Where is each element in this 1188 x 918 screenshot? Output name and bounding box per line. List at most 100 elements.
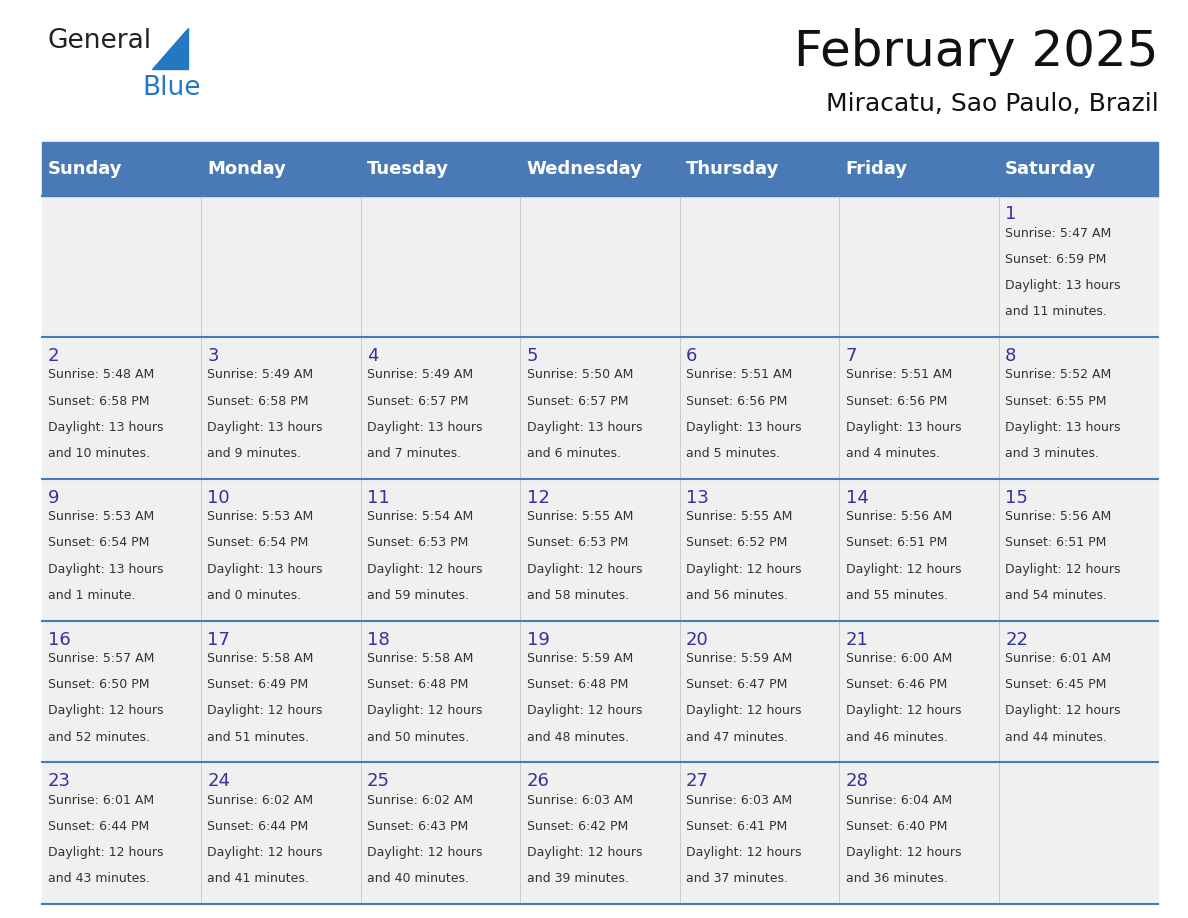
Text: February 2025: February 2025 [794, 28, 1158, 75]
Text: Sunrise: 5:50 AM: Sunrise: 5:50 AM [526, 368, 633, 382]
Text: and 36 minutes.: and 36 minutes. [846, 872, 948, 885]
Text: Sunrise: 5:57 AM: Sunrise: 5:57 AM [48, 652, 154, 665]
Text: Sunset: 6:59 PM: Sunset: 6:59 PM [1005, 253, 1106, 266]
Bar [42, 763, 1158, 904]
Text: and 46 minutes.: and 46 minutes. [846, 731, 948, 744]
Text: 15: 15 [1005, 489, 1028, 507]
Text: Sunrise: 5:51 AM: Sunrise: 5:51 AM [846, 368, 952, 382]
Text: Sunrise: 5:54 AM: Sunrise: 5:54 AM [367, 510, 473, 523]
Text: Sunrise: 5:53 AM: Sunrise: 5:53 AM [48, 510, 154, 523]
Text: and 41 minutes.: and 41 minutes. [208, 872, 309, 885]
Text: Sunrise: 6:02 AM: Sunrise: 6:02 AM [367, 794, 473, 807]
Text: Sunrise: 5:55 AM: Sunrise: 5:55 AM [526, 510, 633, 523]
Text: Daylight: 12 hours: Daylight: 12 hours [367, 563, 482, 576]
Text: Sunset: 6:44 PM: Sunset: 6:44 PM [208, 820, 309, 833]
Text: Daylight: 12 hours: Daylight: 12 hours [1005, 563, 1120, 576]
Text: Sunset: 6:49 PM: Sunset: 6:49 PM [208, 678, 309, 691]
Text: Sunset: 6:55 PM: Sunset: 6:55 PM [1005, 395, 1107, 408]
Text: and 43 minutes.: and 43 minutes. [48, 872, 150, 885]
Text: Sunrise: 5:59 AM: Sunrise: 5:59 AM [687, 652, 792, 665]
Text: 27: 27 [687, 772, 709, 790]
Text: 26: 26 [526, 772, 549, 790]
Text: Wednesday: Wednesday [526, 160, 643, 178]
Text: Sunrise: 5:56 AM: Sunrise: 5:56 AM [1005, 510, 1112, 523]
Text: Sunrise: 5:49 AM: Sunrise: 5:49 AM [367, 368, 473, 382]
Text: 24: 24 [208, 772, 230, 790]
Text: 16: 16 [48, 631, 71, 649]
Bar [42, 621, 1158, 763]
Text: Sunrise: 5:55 AM: Sunrise: 5:55 AM [687, 510, 792, 523]
Text: 6: 6 [687, 347, 697, 365]
Text: 22: 22 [1005, 631, 1028, 649]
Text: and 6 minutes.: and 6 minutes. [526, 447, 620, 460]
Text: Daylight: 13 hours: Daylight: 13 hours [208, 420, 323, 434]
Text: Daylight: 12 hours: Daylight: 12 hours [1005, 704, 1120, 717]
Text: Sunrise: 6:03 AM: Sunrise: 6:03 AM [687, 794, 792, 807]
Text: Sunrise: 6:00 AM: Sunrise: 6:00 AM [846, 652, 952, 665]
Text: Sunrise: 5:47 AM: Sunrise: 5:47 AM [1005, 227, 1112, 240]
Text: Sunrise: 6:04 AM: Sunrise: 6:04 AM [846, 794, 952, 807]
Text: Sunset: 6:54 PM: Sunset: 6:54 PM [208, 536, 309, 549]
Text: 28: 28 [846, 772, 868, 790]
Text: and 7 minutes.: and 7 minutes. [367, 447, 461, 460]
Text: 13: 13 [687, 489, 709, 507]
Text: and 5 minutes.: and 5 minutes. [687, 447, 781, 460]
Text: 12: 12 [526, 489, 549, 507]
Text: Sunset: 6:58 PM: Sunset: 6:58 PM [48, 395, 150, 408]
Text: Daylight: 12 hours: Daylight: 12 hours [48, 704, 164, 717]
Text: Daylight: 12 hours: Daylight: 12 hours [846, 704, 961, 717]
Text: Sunrise: 5:51 AM: Sunrise: 5:51 AM [687, 368, 792, 382]
Text: Daylight: 13 hours: Daylight: 13 hours [846, 420, 961, 434]
Text: 7: 7 [846, 347, 857, 365]
Text: Friday: Friday [846, 160, 908, 178]
Text: Sunrise: 6:01 AM: Sunrise: 6:01 AM [48, 794, 154, 807]
Bar [42, 337, 1158, 479]
Text: Sunset: 6:51 PM: Sunset: 6:51 PM [1005, 536, 1106, 549]
Text: Sunset: 6:48 PM: Sunset: 6:48 PM [367, 678, 468, 691]
Text: Sunset: 6:50 PM: Sunset: 6:50 PM [48, 678, 150, 691]
Bar [42, 479, 1158, 621]
Text: Daylight: 13 hours: Daylight: 13 hours [526, 420, 642, 434]
Text: Daylight: 12 hours: Daylight: 12 hours [208, 704, 323, 717]
Text: 5: 5 [526, 347, 538, 365]
Text: Daylight: 12 hours: Daylight: 12 hours [367, 846, 482, 859]
Text: Sunset: 6:40 PM: Sunset: 6:40 PM [846, 820, 947, 833]
Text: Daylight: 12 hours: Daylight: 12 hours [526, 563, 642, 576]
Polygon shape [152, 28, 188, 69]
Text: Sunrise: 5:56 AM: Sunrise: 5:56 AM [846, 510, 952, 523]
Bar [42, 142, 1158, 196]
Text: Sunset: 6:56 PM: Sunset: 6:56 PM [687, 395, 788, 408]
Text: and 59 minutes.: and 59 minutes. [367, 588, 469, 602]
Text: Sunset: 6:45 PM: Sunset: 6:45 PM [1005, 678, 1106, 691]
Text: Sunset: 6:41 PM: Sunset: 6:41 PM [687, 820, 788, 833]
Text: and 4 minutes.: and 4 minutes. [846, 447, 940, 460]
Text: 25: 25 [367, 772, 390, 790]
Text: 4: 4 [367, 347, 379, 365]
Text: Sunrise: 6:03 AM: Sunrise: 6:03 AM [526, 794, 633, 807]
Text: Sunrise: 5:48 AM: Sunrise: 5:48 AM [48, 368, 154, 382]
Text: Daylight: 13 hours: Daylight: 13 hours [687, 420, 802, 434]
Bar [42, 196, 1158, 337]
Text: Sunset: 6:47 PM: Sunset: 6:47 PM [687, 678, 788, 691]
Text: Sunrise: 6:02 AM: Sunrise: 6:02 AM [208, 794, 314, 807]
Text: and 52 minutes.: and 52 minutes. [48, 731, 150, 744]
Text: and 44 minutes.: and 44 minutes. [1005, 731, 1107, 744]
Text: Daylight: 13 hours: Daylight: 13 hours [367, 420, 482, 434]
Text: Sunset: 6:57 PM: Sunset: 6:57 PM [526, 395, 628, 408]
Text: Sunset: 6:54 PM: Sunset: 6:54 PM [48, 536, 150, 549]
Text: 23: 23 [48, 772, 71, 790]
Text: and 58 minutes.: and 58 minutes. [526, 588, 628, 602]
Text: and 54 minutes.: and 54 minutes. [1005, 588, 1107, 602]
Text: Sunset: 6:42 PM: Sunset: 6:42 PM [526, 820, 627, 833]
Text: 9: 9 [48, 489, 59, 507]
Text: Sunset: 6:52 PM: Sunset: 6:52 PM [687, 536, 788, 549]
Text: and 11 minutes.: and 11 minutes. [1005, 306, 1107, 319]
Text: and 10 minutes.: and 10 minutes. [48, 447, 150, 460]
Text: and 0 minutes.: and 0 minutes. [208, 588, 302, 602]
Text: Thursday: Thursday [687, 160, 779, 178]
Text: 1: 1 [1005, 206, 1017, 223]
Text: Miracatu, Sao Paulo, Brazil: Miracatu, Sao Paulo, Brazil [826, 92, 1158, 116]
Text: and 56 minutes.: and 56 minutes. [687, 588, 788, 602]
Text: Sunrise: 5:59 AM: Sunrise: 5:59 AM [526, 652, 633, 665]
Text: Saturday: Saturday [1005, 160, 1097, 178]
